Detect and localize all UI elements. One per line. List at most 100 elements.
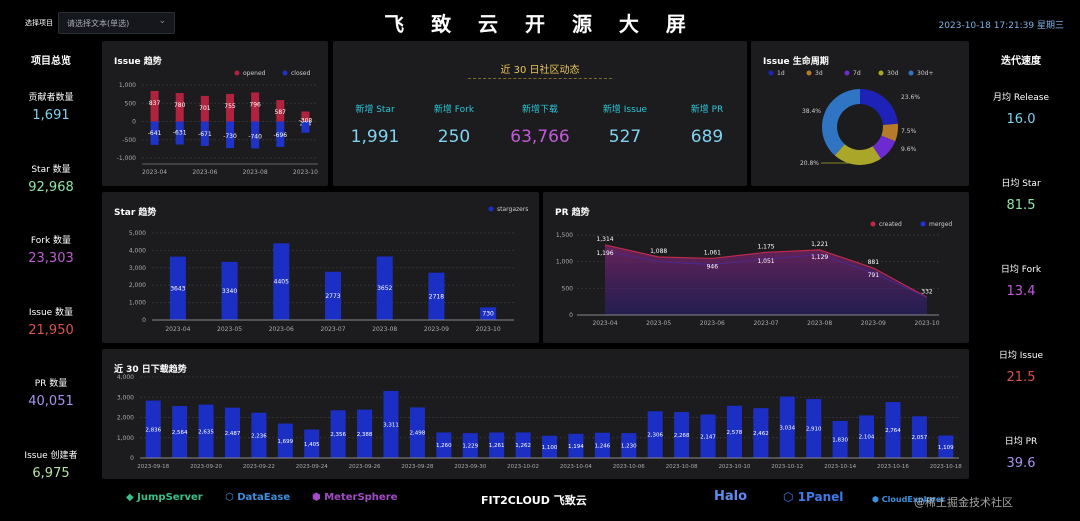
community-stat-value: 1,991 bbox=[350, 127, 400, 147]
legend-label-merged: merged bbox=[929, 221, 952, 228]
right-sidebar-item-value: 39.6 bbox=[1006, 456, 1036, 471]
legend-marker bbox=[908, 70, 914, 76]
project-select-placeholder: 请选择文本(单选) bbox=[67, 19, 130, 28]
x-tick-label: 2023-10 bbox=[476, 326, 501, 333]
datetime-display: 2023-10-18 17:21:39 星期三 bbox=[938, 21, 1064, 31]
y-tick-label: 500 bbox=[562, 285, 574, 292]
bar-label: 2,356 bbox=[330, 432, 346, 438]
1panel-logo: ⬡ 1Panel bbox=[783, 490, 843, 504]
project-select-label: 选择项目 bbox=[25, 19, 53, 27]
bar-label: 3,034 bbox=[779, 425, 795, 431]
right-sidebar-item-value: 16.0 bbox=[1006, 112, 1036, 127]
pie-slice-label: 7.5% bbox=[901, 128, 917, 135]
legend-marker-created bbox=[870, 221, 876, 227]
bar-label: 1,405 bbox=[304, 442, 320, 448]
pr-trend-title: PR 趋势 bbox=[555, 208, 590, 218]
bar-label-closed: -641 bbox=[148, 130, 162, 137]
bar-label: 1,230 bbox=[621, 444, 637, 450]
x-tick-label: 2023-06 bbox=[700, 320, 725, 327]
y-tick-label: 2,000 bbox=[129, 282, 146, 289]
bar bbox=[568, 433, 584, 458]
watermark: @稀土掘金技术社区 bbox=[914, 496, 1013, 509]
point-label-created: 1,175 bbox=[757, 243, 774, 250]
bar-label-closed: -631 bbox=[173, 130, 187, 137]
bar bbox=[832, 420, 848, 458]
metersphere-logo-label: MeterSphere bbox=[324, 492, 398, 503]
dataease-logo-label: DataEase bbox=[237, 492, 291, 503]
project-select[interactable]: 请选择文本(单选) ⌄ bbox=[58, 12, 175, 34]
bar-closed bbox=[251, 121, 260, 149]
bar-label-opened: 796 bbox=[249, 101, 261, 108]
community-title: 近 30 日社区动态 bbox=[500, 65, 580, 76]
y-tick-label: 0 bbox=[142, 317, 146, 324]
right-sidebar-item-label: 月均 Release bbox=[992, 93, 1050, 103]
bar-label: 2773 bbox=[325, 293, 340, 300]
bar-opened bbox=[226, 93, 234, 122]
star-trend-chart: 5,000 4,000 3,000 2,000 1,000 0 stargazers 3643… bbox=[129, 206, 529, 333]
bar-label: 2,104 bbox=[859, 435, 875, 441]
community-stat-value: 689 bbox=[690, 127, 724, 147]
x-tick-label: 2023-06 bbox=[192, 169, 217, 176]
bar bbox=[224, 407, 240, 458]
bar-label: 2,635 bbox=[198, 429, 214, 435]
bar-label-opened: 587 bbox=[275, 109, 287, 116]
bar-label: 1,261 bbox=[489, 443, 505, 449]
page-title: 飞 致 云 开 源 大 屏 bbox=[384, 12, 696, 36]
y-tick-label: 1,000 bbox=[129, 300, 146, 307]
community-stat-label: 新增 Star bbox=[355, 105, 395, 115]
pie-slice-30d+ bbox=[822, 89, 860, 156]
bar-label: 2,147 bbox=[700, 434, 716, 440]
point-label-created: 1,314 bbox=[596, 236, 613, 243]
bar-label: 2,487 bbox=[225, 431, 241, 437]
y-tick-label: -1,000 bbox=[117, 155, 137, 162]
bar-label: 1,260 bbox=[436, 443, 452, 449]
y-tick-label: 0 bbox=[132, 119, 136, 126]
left-sidebar-item-value: 23,303 bbox=[28, 251, 74, 266]
bar-label: 1,194 bbox=[568, 444, 584, 450]
x-tick-label: 2023-04 bbox=[165, 326, 190, 333]
legend-label: 30d bbox=[887, 70, 899, 77]
bar-label: 2,498 bbox=[410, 431, 426, 437]
bar-label: 2,306 bbox=[647, 433, 663, 439]
x-tick-label: 2023-10 bbox=[293, 169, 318, 176]
legend-marker bbox=[878, 70, 884, 76]
bar-label: 2,462 bbox=[753, 431, 769, 437]
point-label-created: 1,088 bbox=[650, 248, 667, 255]
x-tick-label: 2023-10-06 bbox=[613, 464, 645, 470]
point-label-created: 1,221 bbox=[811, 241, 828, 248]
y-tick-label: 1,000 bbox=[119, 82, 136, 89]
bar-label-closed: -671 bbox=[198, 131, 212, 138]
bar-opened bbox=[175, 93, 184, 122]
left-sidebar-item-value: 6,975 bbox=[32, 465, 70, 481]
pie-slice-label: 38.4% bbox=[802, 108, 821, 115]
pie-slice-1d bbox=[860, 89, 898, 126]
x-tick-label: 2023-09-24 bbox=[296, 464, 328, 470]
x-tick-label: 2023-07 bbox=[753, 320, 778, 327]
y-tick-label: 3,000 bbox=[129, 265, 146, 272]
bar-label: 2,268 bbox=[674, 433, 690, 439]
x-tick-label: 2023-05 bbox=[217, 326, 242, 333]
bar-closed bbox=[301, 121, 310, 133]
pie-slice-label: 20.8% bbox=[800, 160, 819, 167]
bar-label: 3,311 bbox=[383, 422, 399, 428]
issue-trend-panel: Issue 趋势 1,000 500 0 -500 -1,000 opened closed… bbox=[102, 41, 328, 186]
bar bbox=[221, 261, 238, 320]
x-tick-label: 2023-09-18 bbox=[137, 464, 169, 470]
left-sidebar-item-value: 92,968 bbox=[28, 179, 74, 195]
point-label-merged: 1,129 bbox=[811, 254, 828, 261]
bar-label: 1,229 bbox=[462, 444, 478, 450]
y-tick-label: 4,000 bbox=[117, 374, 134, 381]
cloudexplorer-logo: ⬢ CloudExplorer bbox=[872, 495, 945, 504]
issue-trend-title: Issue 趋势 bbox=[114, 57, 162, 67]
bar bbox=[938, 435, 954, 458]
bar bbox=[357, 409, 373, 458]
bar bbox=[594, 432, 610, 458]
pr-trend-chart: 1,500 1,000 500 0 created merged 1,314 1,088 1,0… bbox=[556, 221, 953, 327]
y-tick-label: 5,000 bbox=[129, 230, 146, 237]
bar-opened bbox=[200, 95, 209, 122]
community-stat-label: 新增 PR bbox=[690, 105, 724, 115]
issue-trend-chart: 1,000 500 0 -500 -1,000 opened closed 837 -641 78… bbox=[117, 70, 318, 176]
dataease-logo: ⬡ DataEase bbox=[225, 492, 290, 503]
legend-marker bbox=[806, 70, 812, 76]
y-tick-label: 3,000 bbox=[117, 394, 134, 401]
